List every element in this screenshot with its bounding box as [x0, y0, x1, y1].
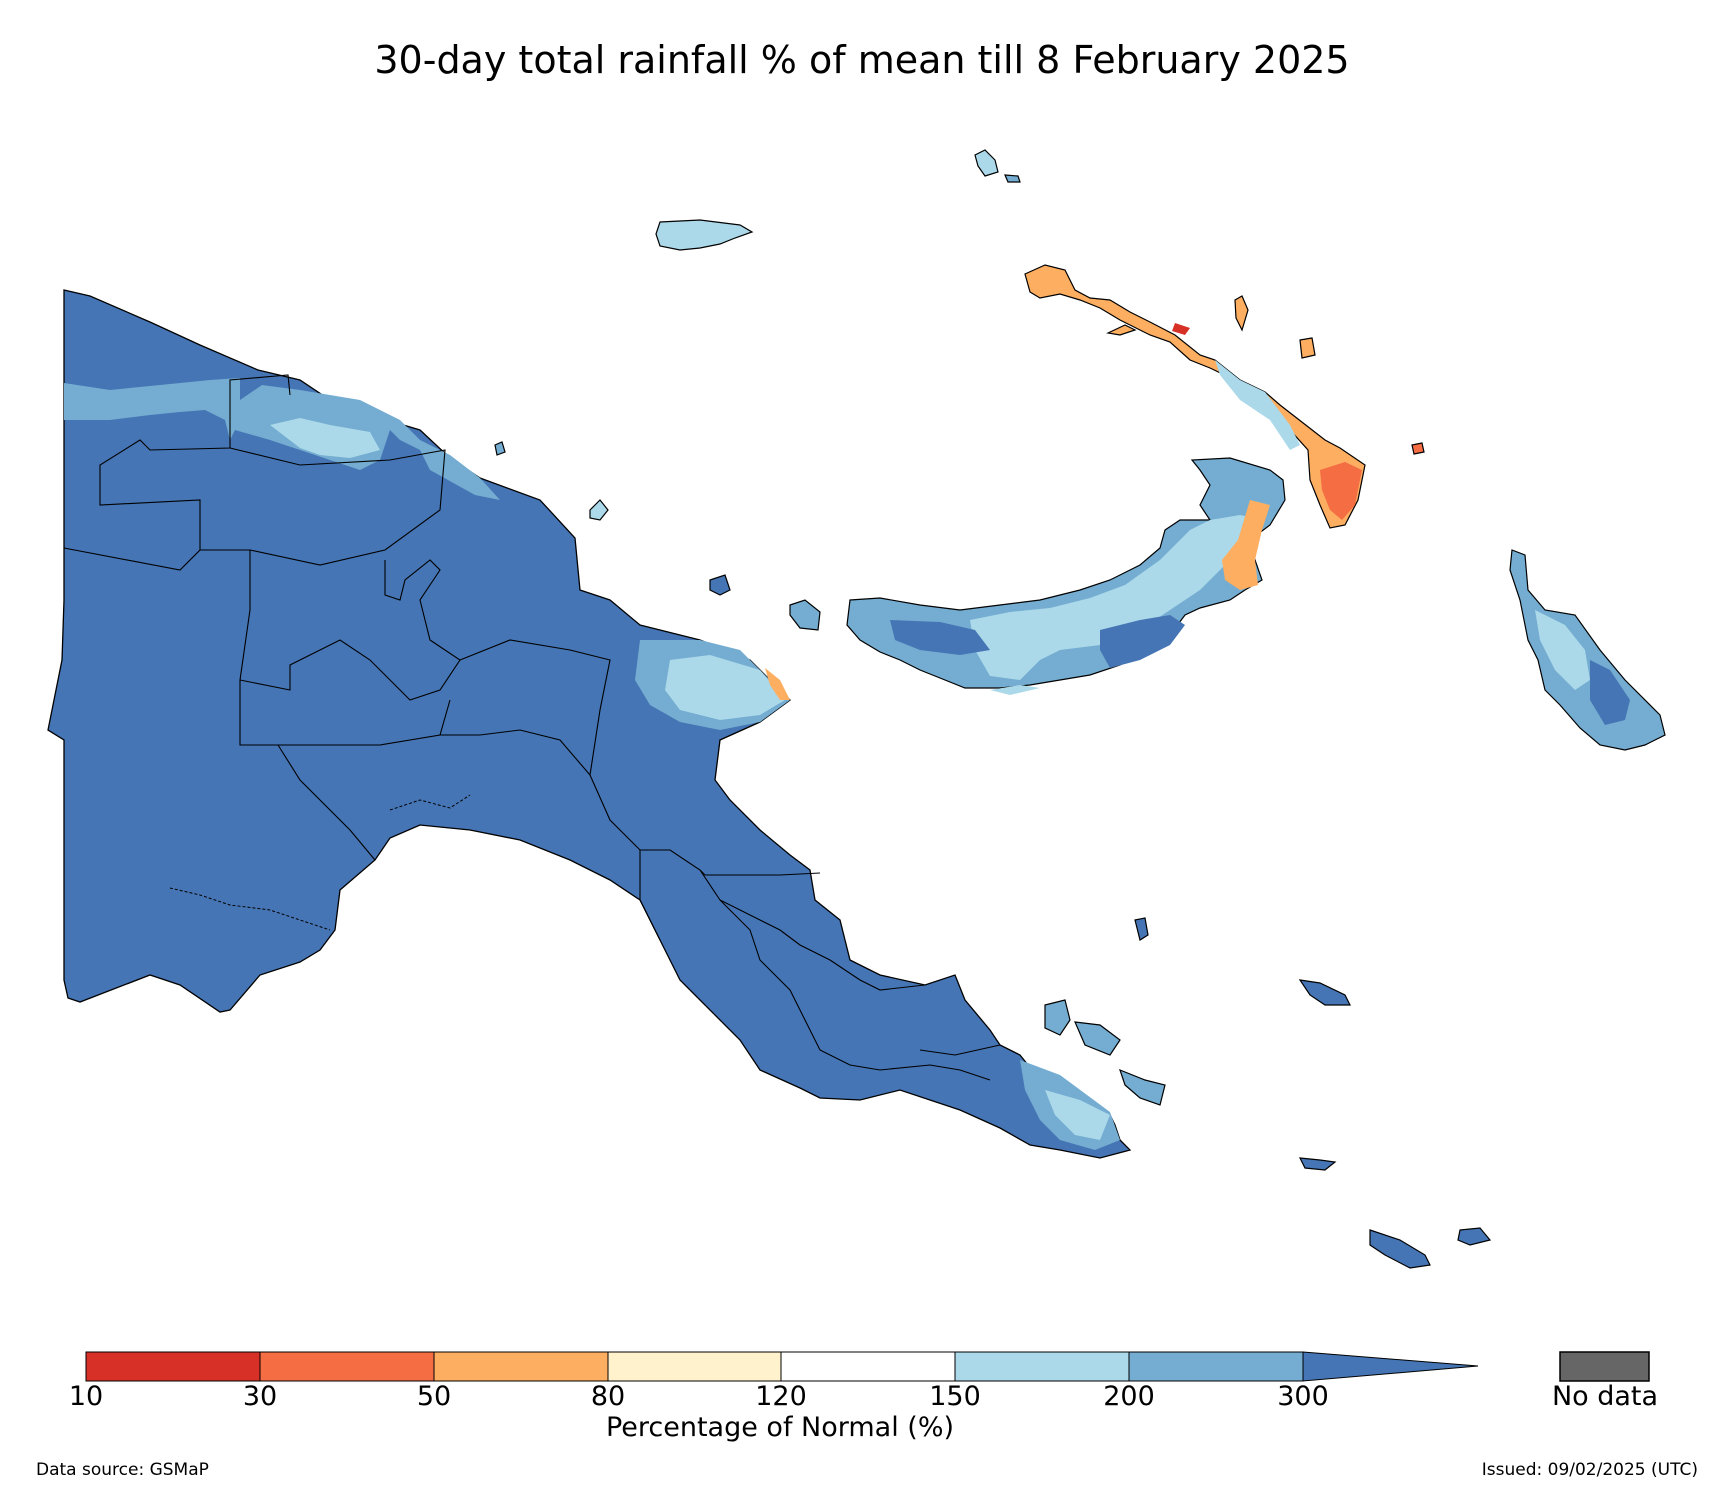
north-islet-1	[974, 149, 999, 177]
map-title: 30-day total rainfall % of mean till 8 F…	[374, 38, 1350, 82]
legend-tick: 300	[1277, 1381, 1329, 1412]
legend-tick: 80	[590, 1381, 626, 1412]
mainland-zone-200-north	[64, 378, 500, 500]
legend-bin-2	[259, 1351, 435, 1382]
new-ireland	[1024, 264, 1366, 529]
legend-tick: 150	[929, 1381, 981, 1412]
mainland-base	[47, 289, 1132, 1159]
mainland-zone-150-north	[270, 418, 380, 458]
mainland-png	[47, 289, 1132, 1159]
estuary-detail	[169, 794, 471, 931]
legend-title: Percentage of Normal (%)	[605, 1412, 955, 1443]
north-coast-islands	[494, 174, 1425, 631]
legend-tick: 30	[242, 1381, 278, 1412]
legend-nodata	[1559, 1351, 1650, 1382]
issued-date: Issued: 09/02/2025 (UTC)	[1481, 1460, 1698, 1480]
nodata-label: No data	[1551, 1381, 1659, 1412]
legend-bin-6	[954, 1351, 1130, 1382]
province-borders	[63, 374, 1001, 1081]
mainland-zone-80-peninsula	[765, 668, 790, 700]
new-hanover	[1106, 324, 1137, 336]
legend-bin-3	[433, 1351, 609, 1382]
legend-bin-8-arrow	[1302, 1351, 1479, 1382]
mainland-zone-150-peninsula-inner	[665, 655, 785, 720]
new-britain	[846, 457, 1286, 695]
legend-bin-7	[1128, 1351, 1304, 1382]
southeast-islands	[1044, 917, 1492, 1269]
legend-tick: 120	[755, 1381, 807, 1412]
manus-island	[655, 219, 754, 251]
legend-colorbar	[85, 1351, 1479, 1382]
nodata-swatch	[1559, 1351, 1650, 1382]
bougainville	[1509, 549, 1666, 751]
legend-bin-4	[607, 1351, 782, 1382]
legend-tick: 200	[1103, 1381, 1155, 1412]
legend-tick: 10	[68, 1381, 104, 1412]
legend-bin-1	[85, 1351, 261, 1382]
data-source: Data source: GSMaP	[36, 1460, 209, 1480]
mainland-zone-150-south-tail	[1045, 1090, 1110, 1140]
legend-tick: 50	[416, 1381, 452, 1412]
legend-bin-5	[780, 1351, 956, 1382]
